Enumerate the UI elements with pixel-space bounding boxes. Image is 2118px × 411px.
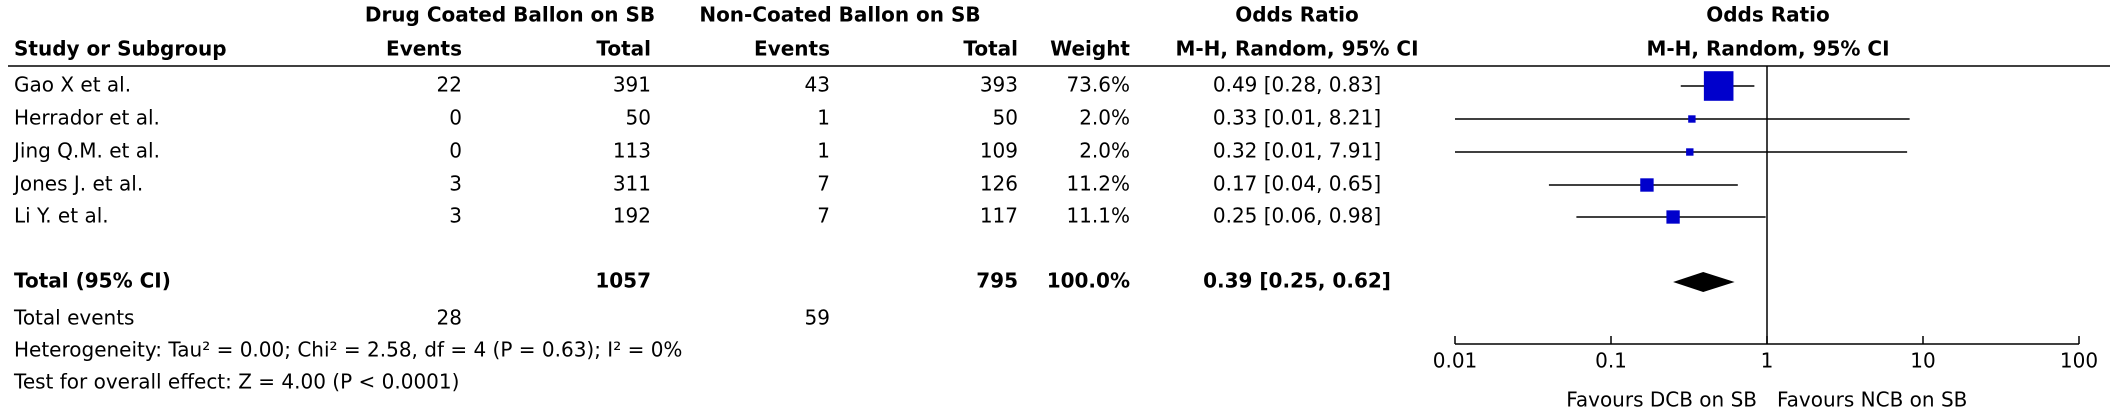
cell: 43 [805,73,830,97]
column-header: Study or Subgroup [14,37,227,61]
total-events-e1: 28 [437,306,462,330]
total-t1: 1057 [595,269,651,293]
group-header: Odds Ratio [1706,3,1830,27]
cell: 50 [993,106,1018,130]
cell: 391 [613,73,651,97]
cell: 0 [449,139,462,163]
cell: 0 [449,106,462,130]
study-square [1703,71,1734,101]
group-header: Non-Coated Ballon on SB [699,3,980,27]
study-square [1686,148,1694,156]
x-tick-label: 0.01 [1433,349,1478,373]
cell: 1 [817,139,830,163]
total-events-name: Total events [13,306,134,330]
study-name: Jing Q.M. et al. [12,139,160,163]
cell: 393 [980,73,1018,97]
study-square [1688,115,1696,123]
cell: 311 [613,172,651,196]
column-header: Weight [1050,37,1130,61]
study-name: Herrador et al. [14,106,160,130]
total-diamond [1673,272,1735,292]
cell: 126 [980,172,1018,196]
cell: 7 [817,204,830,228]
cell: 192 [613,204,651,228]
ci-label: 0.49 [0.28, 0.83] [1213,73,1381,97]
weight: 73.6% [1066,73,1130,97]
column-header: Events [754,37,830,61]
ci-label: 0.17 [0.04, 0.65] [1213,172,1381,196]
study-name: Li Y. et al. [14,204,109,228]
column-header: M-H, Random, 95% CI [1175,37,1418,61]
x-tick-label: 10 [1910,349,1935,373]
heterogeneity: Heterogeneity: Tau² = 0.00; Chi² = 2.58,… [14,338,682,362]
study-square [1640,178,1654,192]
group-header: Drug Coated Ballon on SB [365,3,655,27]
weight: 11.1% [1066,204,1130,228]
x-label-left: Favours DCB on SB [1566,388,1757,411]
x-tick-label: 0.1 [1595,349,1627,373]
study-name: Gao X et al. [14,73,131,97]
total-name: Total (95% CI) [14,269,171,293]
study-name: Jones J. et al. [12,172,143,196]
x-label-right: Favours NCB on SB [1777,388,1967,411]
cell: 22 [437,73,462,97]
total-weight: 100.0% [1047,269,1130,293]
total-events-e2: 59 [805,306,830,330]
cell: 3 [449,204,462,228]
column-header: Total [963,37,1018,61]
ci-label: 0.25 [0.06, 0.98] [1213,204,1381,228]
total-ci: 0.39 [0.25, 0.62] [1203,269,1391,293]
column-header: M-H, Random, 95% CI [1646,37,1889,61]
weight: 2.0% [1079,139,1130,163]
cell: 113 [613,139,651,163]
study-square [1666,210,1680,224]
cell: 3 [449,172,462,196]
total-t2: 795 [976,269,1018,293]
x-tick-label: 100 [2060,349,2098,373]
group-header: Odds Ratio [1235,3,1359,27]
ci-label: 0.33 [0.01, 8.21] [1213,106,1381,130]
weight: 11.2% [1066,172,1130,196]
weight: 2.0% [1079,106,1130,130]
overall-effect: Test for overall effect: Z = 4.00 (P < 0… [13,370,459,394]
x-tick-label: 1 [1761,349,1774,373]
cell: 1 [817,106,830,130]
column-header: Total [596,37,651,61]
cell: 7 [817,172,830,196]
column-header: Events [386,37,462,61]
cell: 117 [980,204,1018,228]
cell: 109 [980,139,1018,163]
cell: 50 [626,106,651,130]
ci-label: 0.32 [0.01, 7.91] [1213,139,1381,163]
